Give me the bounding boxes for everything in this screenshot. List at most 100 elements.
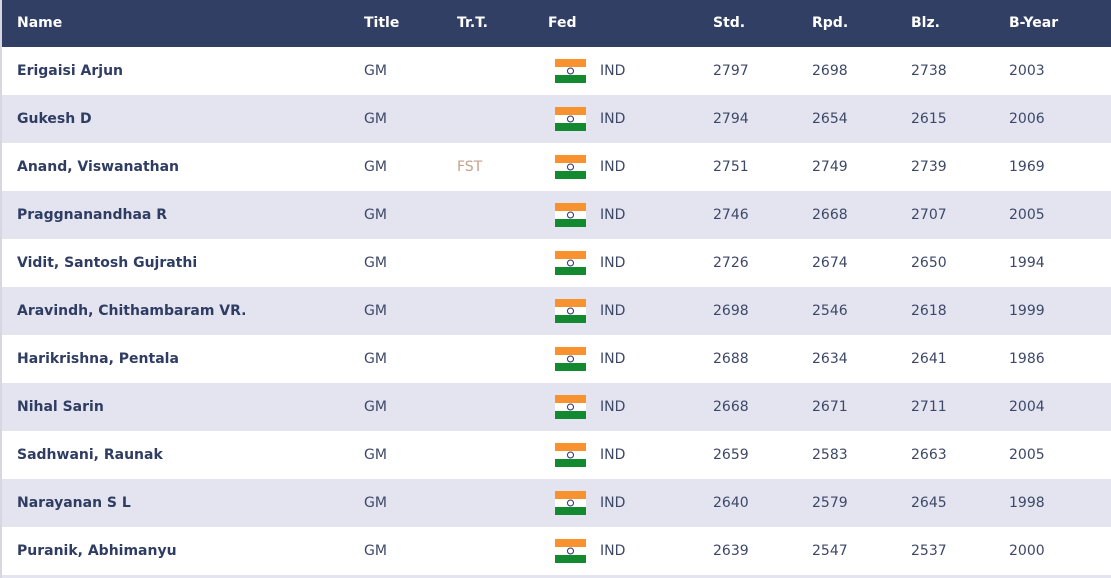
flag-icon (555, 491, 586, 515)
birth-year-cell: 2003 (1009, 63, 1045, 79)
header-cell: Name (17, 15, 63, 31)
title-cell: GM (364, 111, 387, 127)
federation-cell: IND (600, 495, 626, 511)
birth-year-cell: 1999 (1009, 303, 1045, 319)
standard-rating-cell: 2668 (713, 399, 749, 415)
rapid-rating-cell: 2749 (812, 159, 848, 175)
standard-rating-cell: 2746 (713, 207, 749, 223)
name-cell: Erigaisi Arjun (17, 63, 124, 79)
table-row: Nihal Sarin GM IND 2668 2671 2711 2004 (2, 383, 1111, 431)
name-cell: Sadhwani, Raunak (17, 447, 163, 463)
title-cell: GM (364, 495, 387, 511)
birth-year-cell: 2000 (1009, 543, 1045, 559)
birth-year-cell: 2005 (1009, 447, 1045, 463)
name-cell: Praggnanandhaa R (17, 207, 167, 223)
rapid-rating-cell: 2546 (812, 303, 848, 319)
federation-cell: IND (600, 111, 626, 127)
standard-rating-cell: 2726 (713, 255, 749, 271)
blitz-rating-cell: 2663 (911, 447, 947, 463)
rapid-rating-cell: 2634 (812, 351, 848, 367)
header-cell: Tr.T. (457, 15, 488, 31)
flag-icon (555, 347, 586, 371)
header-cell: Title (364, 15, 400, 31)
rapid-rating-cell: 2547 (812, 543, 848, 559)
header-cell: B-Year (1009, 15, 1059, 31)
birth-year-cell: 2004 (1009, 399, 1045, 415)
federation-cell: IND (600, 351, 626, 367)
federation-cell: IND (600, 303, 626, 319)
federation-cell: IND (600, 399, 626, 415)
header-cell: Fed (548, 15, 577, 31)
flag-icon (555, 539, 586, 563)
federation-cell: IND (600, 159, 626, 175)
table-row: Sadhwani, Raunak GM IND 2659 2583 2663 2005 (2, 431, 1111, 479)
title-cell: GM (364, 447, 387, 463)
flag-icon (555, 155, 586, 179)
blitz-rating-cell: 2738 (911, 63, 947, 79)
flag-icon (555, 395, 586, 419)
flag-icon (555, 251, 586, 275)
flag-icon (555, 107, 586, 131)
table-row: Gukesh D GM IND 2794 2654 2615 2006 (2, 95, 1111, 143)
title-cell: GM (364, 351, 387, 367)
federation-cell: IND (600, 63, 626, 79)
standard-rating-cell: 2794 (713, 111, 749, 127)
standard-rating-cell: 2639 (713, 543, 749, 559)
name-cell: Harikrishna, Pentala (17, 351, 179, 367)
table-row: Narayanan S L GM IND 2640 2579 2645 1998 (2, 479, 1111, 527)
blitz-rating-cell: 2711 (911, 399, 947, 415)
table-row: Anand, Viswanathan GM FST IND 2751 2749 2739 19… (2, 143, 1111, 191)
standard-rating-cell: 2797 (713, 63, 749, 79)
birth-year-cell: 1986 (1009, 351, 1045, 367)
blitz-rating-cell: 2739 (911, 159, 947, 175)
trainer-title-cell: FST (457, 159, 483, 175)
blitz-rating-cell: 2618 (911, 303, 947, 319)
table-row: Puranik, Abhimanyu GM IND 2639 2547 2537 2000 (2, 527, 1111, 575)
table-row: Praggnanandhaa R GM IND 2746 2668 2707 2005 (2, 191, 1111, 239)
table-row: Erigaisi Arjun GM IND 2797 2698 2738 2003 (2, 47, 1111, 95)
title-cell: GM (364, 255, 387, 271)
rapid-rating-cell: 2668 (812, 207, 848, 223)
rapid-rating-cell: 2583 (812, 447, 848, 463)
name-cell: Aravindh, Chithambaram VR. (17, 303, 247, 319)
blitz-rating-cell: 2537 (911, 543, 947, 559)
federation-cell: IND (600, 207, 626, 223)
title-cell: GM (364, 159, 387, 175)
rapid-rating-cell: 2674 (812, 255, 848, 271)
header-cell: Std. (713, 15, 746, 31)
name-cell: Anand, Viswanathan (17, 159, 180, 175)
title-cell: GM (364, 207, 387, 223)
header-cell: Blz. (911, 15, 940, 31)
table-row: Harikrishna, Pentala GM IND 2688 2634 2641 198… (2, 335, 1111, 383)
name-cell: Vidit, Santosh Gujrathi (17, 255, 198, 271)
birth-year-cell: 1969 (1009, 159, 1045, 175)
standard-rating-cell: 2698 (713, 303, 749, 319)
federation-cell: IND (600, 543, 626, 559)
blitz-rating-cell: 2615 (911, 111, 947, 127)
flag-icon (555, 443, 586, 467)
standard-rating-cell: 2751 (713, 159, 749, 175)
rapid-rating-cell: 2698 (812, 63, 848, 79)
name-cell: Narayanan S L (17, 495, 131, 511)
name-cell: Puranik, Abhimanyu (17, 543, 177, 559)
blitz-rating-cell: 2645 (911, 495, 947, 511)
title-cell: GM (364, 543, 387, 559)
birth-year-cell: 1998 (1009, 495, 1045, 511)
table-header: Name Title Tr.T. Fed Std. Rpd. Blz. B-Year (2, 0, 1111, 47)
title-cell: GM (364, 63, 387, 79)
title-cell: GM (364, 399, 387, 415)
name-cell: Gukesh D (17, 111, 92, 127)
blitz-rating-cell: 2707 (911, 207, 947, 223)
birth-year-cell: 2006 (1009, 111, 1045, 127)
rapid-rating-cell: 2671 (812, 399, 848, 415)
rapid-rating-cell: 2654 (812, 111, 848, 127)
blitz-rating-cell: 2650 (911, 255, 947, 271)
table-row: Vidit, Santosh Gujrathi GM IND 2726 2674 2650… (2, 239, 1111, 287)
standard-rating-cell: 2659 (713, 447, 749, 463)
header-cell: Rpd. (812, 15, 849, 31)
title-cell: GM (364, 303, 387, 319)
standard-rating-cell: 2640 (713, 495, 749, 511)
flag-icon (555, 203, 586, 227)
